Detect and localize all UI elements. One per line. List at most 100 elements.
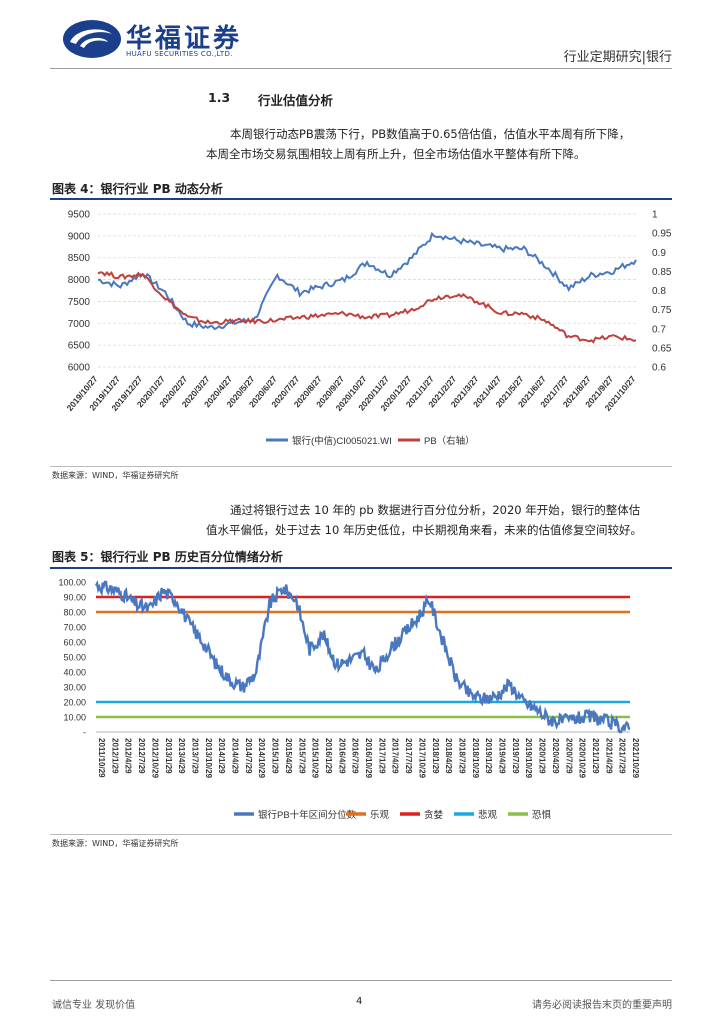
x-tick-label: 2020/10/29 [578,738,587,779]
y-tick-label: 10.00 [63,713,86,723]
y-tick-label: 70.00 [63,623,86,633]
y-right-tick-label: 0.9 [652,248,666,259]
x-tick-label: 2021/4/29 [604,738,613,774]
y-right-tick-label: 0.65 [652,343,672,354]
x-tick-label: 2019/10/29 [524,738,533,779]
x-tick-label: 2014/1/29 [217,738,226,774]
header-divider [50,68,672,69]
y-left-tick-label: 6500 [68,341,91,352]
figure-4-title-rule [50,198,672,200]
x-tick-label: 2020/4/29 [551,738,560,774]
legend-label-5: 恐惧 [532,809,552,821]
y-right-tick-label: 0.8 [652,286,666,297]
x-tick-label: 2018/7/29 [457,738,466,774]
footer-divider [50,980,672,981]
x-tick-label: 2015/7/29 [297,738,306,774]
paragraph-2-line-1: 通过将银行过去 10 年的 pb 数据进行百分位分析，2020 年开始，银行的整… [230,503,641,517]
section-title: 行业估值分析 [258,93,334,108]
section-number: 1.3 [208,90,231,105]
figure-4-source: 数据来源：WIND，华福证券研究所 [52,471,179,480]
y-tick-label: 90.00 [63,593,86,603]
x-tick-label: 2019/4/29 [498,738,507,774]
legend-label-2: PB（右轴） [424,435,475,447]
x-tick-label: 2014/10/29 [257,738,266,779]
y-tick-label: 30.00 [63,683,86,693]
legend-label-2: 乐观 [370,809,390,821]
footer-disclaimer: 请务必阅读报告末页的重要声明 [532,1000,672,1011]
x-tick-label: 2018/1/29 [431,738,440,774]
series-line-2 [97,270,637,344]
logo: 华福证券 HUAFU SECURITIES CO.,LTD. [62,18,252,60]
x-tick-label: 2012/10/29 [150,738,159,779]
figure-5-title: 图表 5：银行行业 PB 历史百分位情绪分析 [52,550,283,564]
x-tick-label: 2017/4/29 [391,738,400,774]
x-tick-label: 2020/7/29 [564,738,573,774]
y-left-tick-label: 6000 [68,363,91,374]
x-tick-label: 2014/4/29 [231,738,240,774]
y-left-tick-label: 7500 [68,297,91,308]
figure-5-title-rule [50,567,672,569]
x-tick-label: 2016/10/29 [364,738,373,779]
x-tick-label: 2016/1/29 [324,738,333,774]
figure-5-source: 数据来源：WIND，华福证券研究所 [52,839,179,848]
paragraph-1: 本周银行动态PB震荡下行，PB数值高于0.65倍估值，估值水平本周有所下降， 本… [206,124,676,164]
page-number: 4 [356,996,363,1007]
legend-label-1: 银行(中信)CI005021.WI [292,435,392,447]
x-tick-label: 2021/10/29 [631,738,640,779]
x-tick-label: 2013/1/29 [164,738,173,774]
y-tick-label: 50.00 [63,653,86,663]
footer-slogan: 诚信专业 发现价值 [52,1000,136,1011]
y-tick-label: 80.00 [63,608,86,618]
y-tick-label: 60.00 [63,638,86,648]
figure-5-bottom-rule [50,834,672,835]
series-line-percentile [94,579,631,734]
x-tick-label: 2013/10/29 [204,738,213,779]
legend-label-1: 银行PB十年区间分位数 [258,809,357,821]
y-tick-label: 40.00 [63,668,86,678]
y-left-tick-label: 7000 [68,319,91,330]
x-tick-label: 2021/7/29 [618,738,627,774]
x-tick-label: 2018/4/29 [444,738,453,774]
y-right-tick-label: 0.75 [652,305,672,316]
y-right-tick-label: 0.85 [652,267,672,278]
y-right-tick-label: 0.6 [652,363,666,374]
x-tick-label: 2015/1/29 [271,738,280,774]
legend-label-3: 贪婪 [424,809,444,821]
x-tick-label: 2012/4/29 [124,738,133,774]
header-category: 行业定期研究|银行 [563,50,672,65]
figure-5-chart: - 10.00 20.00 30.00 40.00 50.00 60.00 70.00 80.0… [58,578,640,822]
x-tick-label: 2016/7/29 [351,738,360,774]
y-tick-label: 20.00 [63,698,86,708]
x-tick-label: 2011/10/29 [97,738,106,778]
y-right-tick-label: 0.7 [652,324,666,335]
y-left-tick-label: 8500 [68,253,91,264]
paragraph-1-line-2: 本周全市场交易氛围相较上周有所上升，但全市场估值水平整体有所下降。 [206,147,586,161]
series-line-1 [97,231,637,331]
logo-text: 华福证券 [126,24,243,54]
x-tick-label: 2019/7/29 [511,738,520,774]
x-tick-label: 2013/7/29 [190,738,199,774]
paragraph-1-line-1: 本周银行动态PB震荡下行，PB数值高于0.65倍估值，估值水平本周有所下降， [230,127,631,141]
logo-subtitle: HUAFU SECURITIES CO.,LTD. [126,50,233,58]
x-tick-label: 2015/10/29 [311,738,320,779]
x-tick-label: 2017/7/29 [404,738,413,774]
x-tick-label: 2020/1/29 [538,738,547,774]
legend-label-4: 悲观 [478,809,498,821]
x-tick-label: 2021/1/29 [591,738,600,774]
y-tick-label: 100.00 [58,578,86,588]
x-tick-label: 2012/1/29 [110,738,119,774]
y-right-tick-label: 1 [652,210,658,221]
x-tick-label: 2015/4/29 [284,738,293,774]
y-left-tick-label: 9500 [68,210,91,221]
x-tick-label: 2019/1/29 [484,738,493,774]
y-right-tick-label: 0.95 [652,229,672,240]
y-left-tick-label: 9000 [68,231,91,242]
x-tick-label: 2013/4/29 [177,738,186,774]
x-tick-label: 2017/1/29 [377,738,386,774]
x-tick-label: 2018/10/29 [471,738,480,779]
x-tick-label: 2017/10/29 [417,738,426,779]
x-tick-label: 2012/7/29 [137,738,146,774]
x-tick-label: 2016/4/29 [337,738,346,774]
figure-4-chart: 6000 6500 7000 7500 8000 8500 9000 9500 0.6 0.65 0… [65,210,672,448]
paragraph-2-line-2: 值水平偏低，处于过去 10 年历史低位，中长期视角来看，未来的估值修复空间较好。 [206,523,642,537]
